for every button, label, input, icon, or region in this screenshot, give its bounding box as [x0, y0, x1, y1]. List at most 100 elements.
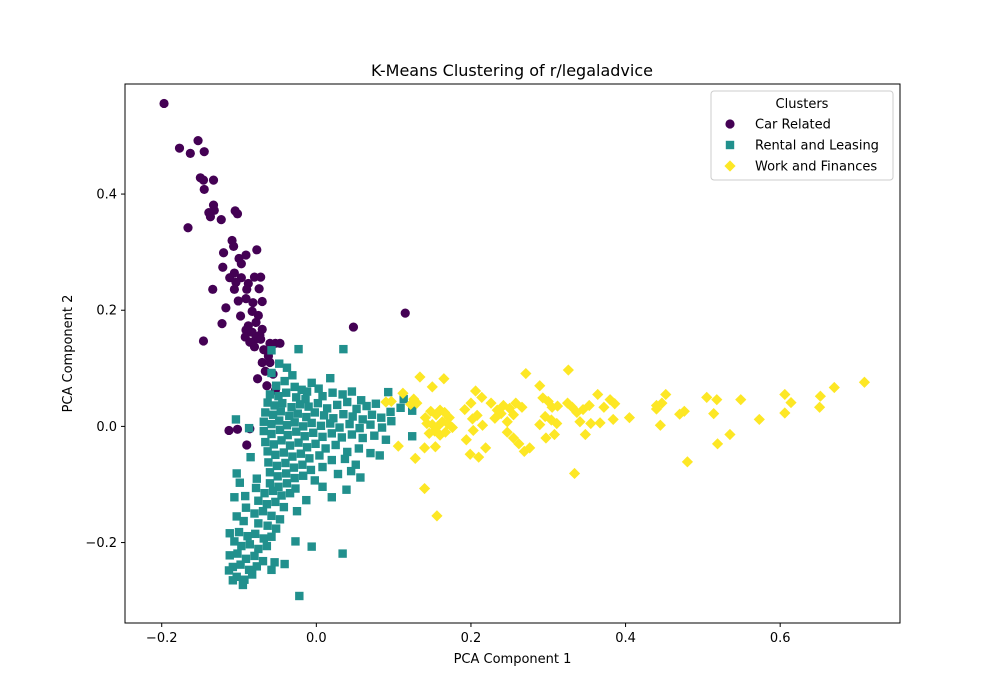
data-point	[262, 541, 272, 551]
data-point	[469, 385, 482, 397]
data-point	[411, 397, 423, 409]
data-point	[276, 407, 285, 416]
data-point	[322, 404, 332, 413]
data-point	[534, 380, 546, 392]
data-point	[267, 511, 276, 521]
data-point	[244, 423, 254, 433]
data-point	[681, 456, 694, 468]
x-axis-label: PCA Component 1	[454, 652, 572, 667]
data-point	[371, 399, 381, 408]
data-point	[264, 458, 273, 467]
data-point	[356, 396, 366, 405]
data-point	[272, 461, 282, 471]
data-point	[400, 308, 410, 318]
data-point	[326, 373, 335, 383]
data-point	[507, 432, 520, 444]
data-point	[409, 452, 421, 464]
data-point	[431, 510, 443, 522]
data-point	[259, 534, 268, 543]
data-point	[335, 423, 344, 432]
data-point	[282, 363, 292, 372]
data-point	[579, 428, 591, 441]
data-point	[290, 418, 299, 427]
data-point	[260, 488, 269, 498]
data-point	[429, 441, 441, 453]
data-point	[234, 527, 244, 537]
data-point	[251, 529, 260, 539]
data-point	[261, 408, 270, 417]
data-point	[542, 395, 554, 408]
data-point	[568, 467, 581, 480]
data-point	[258, 556, 268, 566]
data-point	[257, 357, 267, 368]
data-point	[193, 136, 203, 146]
data-point	[315, 451, 324, 460]
data-point	[327, 493, 336, 502]
data-point	[292, 427, 301, 436]
data-point	[259, 426, 268, 436]
data-point	[358, 433, 367, 443]
data-point	[292, 393, 301, 402]
data-point	[271, 497, 280, 507]
data-point	[205, 212, 216, 222]
data-point	[396, 403, 405, 413]
data-point	[343, 397, 352, 407]
data-point	[183, 223, 193, 233]
data-point	[347, 430, 357, 439]
data-point	[298, 460, 307, 469]
data-point	[577, 403, 589, 416]
data-point	[256, 334, 266, 344]
data-point	[551, 400, 564, 412]
data-point	[294, 438, 303, 447]
data-point	[285, 411, 294, 421]
data-point	[701, 391, 713, 403]
data-point	[660, 388, 672, 401]
data-point	[275, 515, 285, 524]
data-point	[236, 560, 245, 569]
data-point	[297, 385, 306, 395]
data-point	[476, 391, 488, 403]
legend-label: Car Related	[755, 118, 831, 133]
data-point	[650, 403, 663, 415]
data-point	[261, 437, 270, 447]
data-point	[236, 259, 246, 269]
data-point	[432, 420, 444, 432]
data-point	[291, 537, 300, 546]
data-point	[271, 381, 281, 390]
data-point	[385, 395, 397, 408]
data-point	[218, 262, 228, 272]
data-point	[516, 401, 528, 413]
data-point	[208, 175, 219, 185]
data-point	[298, 422, 308, 431]
data-point	[418, 482, 431, 495]
data-point	[302, 387, 312, 396]
data-point	[520, 367, 532, 380]
data-point	[399, 394, 408, 404]
data-point	[300, 432, 309, 441]
data-point	[252, 374, 263, 384]
series-0	[159, 98, 410, 450]
data-point	[251, 317, 261, 328]
data-point	[230, 537, 239, 546]
data-point	[259, 417, 268, 426]
data-point	[623, 412, 636, 424]
data-point	[271, 450, 280, 460]
data-point	[282, 421, 292, 430]
data-point	[238, 580, 248, 590]
data-point	[434, 404, 446, 416]
data-point	[237, 541, 246, 551]
data-point	[256, 272, 266, 282]
data-point	[239, 516, 248, 526]
data-point	[386, 407, 395, 417]
legend: Clusters Car Related Rental and Leasing Wo…	[710, 90, 894, 181]
data-point	[270, 558, 279, 567]
data-point	[304, 402, 313, 411]
data-point	[708, 408, 720, 420]
data-point	[338, 390, 347, 399]
data-point	[377, 423, 387, 432]
data-point	[507, 409, 520, 421]
data-point	[598, 401, 610, 413]
data-point	[546, 401, 558, 413]
data-point	[340, 454, 350, 464]
data-point	[244, 565, 254, 575]
